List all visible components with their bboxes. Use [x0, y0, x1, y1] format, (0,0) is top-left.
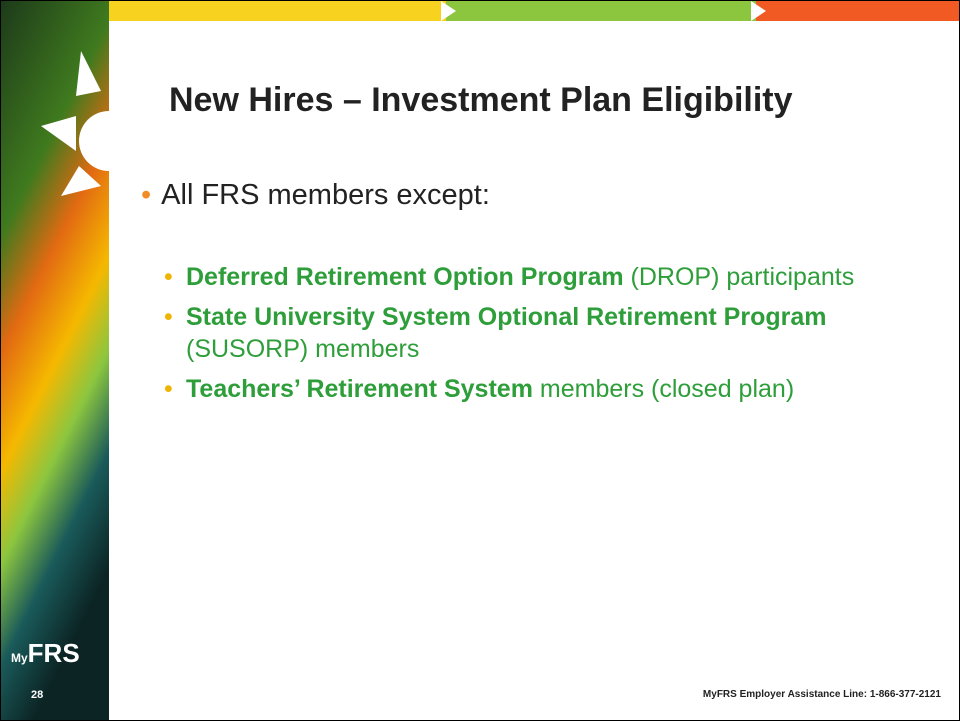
bullet: All FRS members except:	[141, 179, 490, 212]
sub-list: Deferred Retirement Option Program (DROP…	[164, 261, 906, 413]
logo: MyFRS	[11, 638, 80, 669]
item-bold: Teachers’ Retirement System	[186, 375, 533, 403]
item-bold: Deferred Retirement Option Program	[186, 263, 624, 291]
side-art	[1, 1, 109, 720]
top-bar	[1, 1, 959, 21]
footer: MyFRS Employer Assistance Line: 1-866-37…	[702, 689, 941, 700]
item-bold: State University System Optional Retirem…	[186, 303, 827, 331]
sub-item: Teachers’ Retirement System members (clo…	[164, 373, 906, 405]
page-number: 28	[31, 689, 44, 701]
sub-item: Deferred Retirement Option Program (DROP…	[164, 261, 906, 293]
slide-title: New Hires – Investment Plan Eligibility	[169, 81, 793, 119]
logo-prefix: My	[11, 651, 28, 665]
item-text: members (closed plan)	[532, 375, 795, 403]
sub-item: State University System Optional Retirem…	[164, 301, 906, 365]
item-text: (DROP) participants	[623, 263, 855, 291]
logo-main: FRS	[27, 638, 80, 668]
item-text: (SUSORP) members	[186, 335, 420, 363]
